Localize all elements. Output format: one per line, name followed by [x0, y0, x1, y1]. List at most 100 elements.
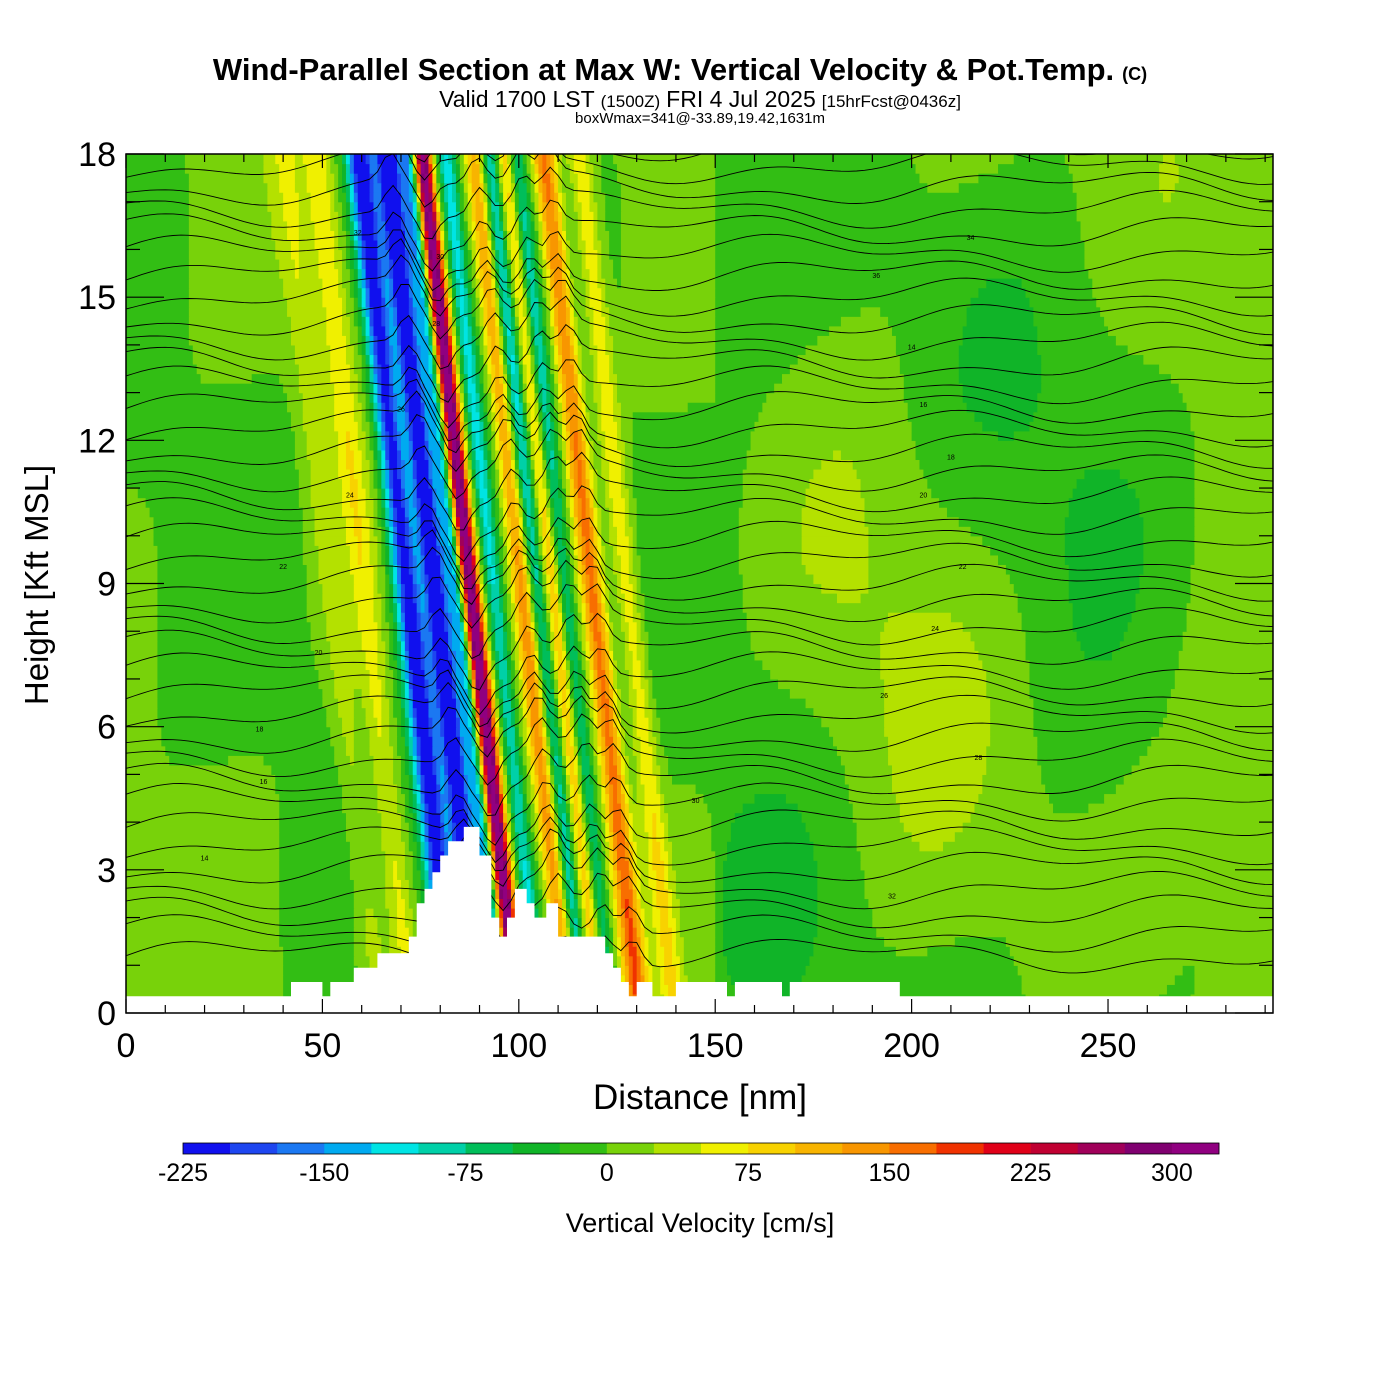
field-cell: [577, 898, 583, 909]
field-cell: [526, 602, 532, 613]
field-cell: [632, 793, 638, 804]
field-cell: [483, 573, 488, 585]
field-cell: [632, 535, 638, 546]
field-cell: [1037, 745, 1148, 756]
field-cell: [330, 736, 347, 747]
field-cell: [326, 717, 343, 728]
field-cell: [573, 535, 579, 546]
field-cell: [542, 478, 547, 489]
field-cell: [503, 621, 508, 632]
field-cell: [601, 822, 606, 833]
field-cell: [499, 335, 504, 346]
field-cell: [436, 678, 453, 690]
field-cell: [624, 507, 630, 518]
field-cell: [342, 297, 347, 308]
field-cell: [593, 554, 598, 566]
field-cell: [538, 669, 543, 680]
field-cell: [514, 297, 520, 308]
field-cell: [1182, 965, 1196, 976]
field-cell: [605, 879, 610, 890]
field-cell: [668, 917, 677, 928]
field-cell: [660, 726, 830, 737]
field-cell: [495, 698, 500, 709]
field-cell: [467, 325, 473, 336]
field-cell: [503, 764, 508, 775]
field-cell: [510, 717, 516, 728]
field-cell: [986, 678, 1031, 690]
field-cell: [546, 564, 555, 575]
field-cell: [668, 984, 677, 995]
field-cell: [1143, 554, 1196, 566]
field-cell: [377, 803, 398, 814]
field-cell: [593, 535, 598, 546]
field-cell: [404, 707, 410, 718]
field-cell: [404, 411, 410, 422]
field-cell: [507, 335, 516, 346]
field-cell: [491, 507, 496, 518]
field-cell: [495, 306, 500, 317]
field-cell: [369, 383, 375, 394]
field-cell: [526, 583, 532, 594]
field-cell: [801, 526, 870, 537]
field-cell: [538, 755, 543, 766]
field-cell: [601, 621, 606, 632]
field-cell: [353, 717, 367, 728]
field-cell: [569, 507, 575, 518]
field-cell: [632, 841, 638, 852]
field-cell: [1143, 516, 1196, 527]
field-cell: [420, 411, 426, 422]
field-cell: [126, 774, 276, 785]
field-cell: [463, 421, 469, 432]
field-cell: [526, 554, 532, 566]
field-cell: [397, 449, 402, 461]
field-cell: [558, 449, 563, 461]
field-cell: [652, 764, 661, 775]
field-cell: [950, 612, 1023, 623]
field-cell: [597, 659, 602, 670]
field-cell: [385, 535, 390, 546]
field-cell: [589, 573, 595, 585]
chart-subtitle: Valid 1700 LST (1500Z) FRI 4 Jul 2025 [15hr…: [439, 86, 961, 112]
field-cell: [479, 640, 485, 651]
field-cell: [624, 803, 630, 814]
field-cell: [538, 850, 543, 861]
field-cell: [522, 879, 528, 890]
field-cell: [487, 564, 492, 575]
field-cell: [550, 850, 555, 861]
field-cell: [597, 879, 602, 890]
field-cell: [609, 898, 614, 909]
field-cell: [581, 841, 587, 852]
field-cell: [444, 306, 449, 317]
field-cell: [397, 573, 402, 585]
field-cell: [491, 497, 496, 508]
field-cell: [891, 764, 987, 775]
field-cell: [416, 726, 430, 737]
field-cell: [479, 812, 485, 823]
field-cell: [738, 554, 803, 566]
field-cell: [1068, 583, 1141, 594]
field-cell: [507, 860, 512, 871]
field-cell: [593, 774, 598, 785]
field-cell: [565, 888, 571, 900]
field-cell: [864, 869, 1273, 880]
field-cell: [342, 507, 355, 518]
field-cell: [440, 698, 457, 709]
field-cell: [577, 850, 583, 861]
field-cell: [467, 564, 473, 575]
field-cell: [503, 927, 508, 938]
field-cell: [1194, 554, 1273, 566]
field-cell: [365, 373, 371, 384]
field-cell: [613, 793, 618, 804]
field-cell: [813, 573, 869, 585]
field-cell: [471, 755, 477, 766]
field-cell: [397, 459, 402, 470]
field-cell: [499, 698, 504, 709]
field-cell: [294, 430, 308, 441]
field-cell: [483, 621, 488, 632]
field-cell: [420, 755, 433, 766]
field-cell: [467, 659, 473, 670]
field-cell: [487, 612, 492, 623]
field-cell: [310, 640, 331, 651]
field-cell: [970, 812, 1273, 823]
field-cell: [628, 974, 634, 985]
